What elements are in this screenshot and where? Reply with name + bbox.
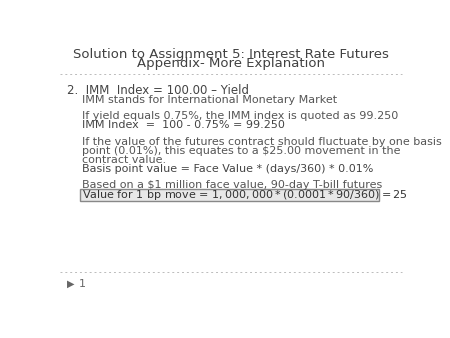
Text: 2.  IMM  Index = 100.00 – Yield: 2. IMM Index = 100.00 – Yield: [67, 83, 249, 97]
Text: IMM Index  =  100 - 0.75% = 99.250: IMM Index = 100 - 0.75% = 99.250: [82, 120, 285, 130]
Text: If yield equals 0.75%, the IMM index is quoted as 99.250: If yield equals 0.75%, the IMM index is …: [82, 111, 399, 121]
Text: Basis point value = Face Value * (days/360) * 0.01%: Basis point value = Face Value * (days/3…: [82, 164, 374, 174]
Text: Value for 1 bp move = $1,000,000*(0.0001*90/360) = $25: Value for 1 bp move = $1,000,000*(0.0001…: [82, 188, 408, 202]
Text: contract value.: contract value.: [82, 155, 166, 165]
Text: point (0.01%), this equates to a $25.00 movement in the: point (0.01%), this equates to a $25.00 …: [82, 146, 401, 156]
Text: If the value of the futures contract should fluctuate by one basis: If the value of the futures contract sho…: [82, 137, 442, 147]
Text: ▶: ▶: [67, 279, 74, 289]
Text: Solution to Assignment 5: Interest Rate Futures: Solution to Assignment 5: Interest Rate …: [73, 48, 388, 62]
Text: 1: 1: [79, 279, 86, 289]
Text: IMM stands for International Monetary Market: IMM stands for International Monetary Ma…: [82, 95, 338, 105]
Text: Appendix- More Explanation: Appendix- More Explanation: [137, 57, 324, 71]
FancyBboxPatch shape: [80, 189, 379, 201]
Text: Based on a $1 million face value, 90-day T-bill futures: Based on a $1 million face value, 90-day…: [82, 180, 382, 190]
